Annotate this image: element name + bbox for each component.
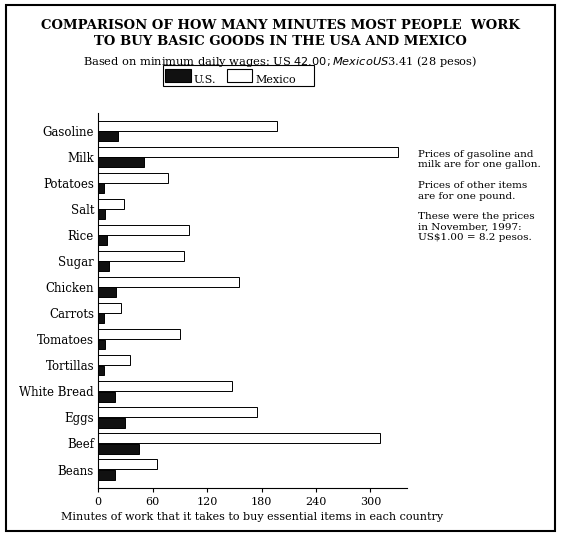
Bar: [98, 470, 114, 480]
Text: Mexico: Mexico: [255, 75, 296, 85]
Bar: [98, 444, 139, 453]
Bar: [98, 381, 232, 391]
Bar: [98, 418, 126, 428]
Bar: [98, 459, 157, 469]
Bar: [98, 366, 104, 375]
Bar: [98, 225, 189, 235]
Text: Based on minimum daily wages: US $42.00;  Mexico US $3.41 (28 pesos): Based on minimum daily wages: US $42.00;…: [84, 54, 477, 69]
Text: Prices of gasoline and
milk are for one gallon.

Prices of other items
are for o: Prices of gasoline and milk are for one …: [418, 150, 541, 242]
Text: U.S.: U.S.: [194, 75, 216, 85]
Bar: [98, 147, 398, 157]
Bar: [98, 235, 107, 245]
Bar: [98, 314, 104, 323]
Bar: [98, 157, 144, 167]
Bar: [98, 199, 123, 209]
Text: COMPARISON OF HOW MANY MINUTES MOST PEOPLE  WORK: COMPARISON OF HOW MANY MINUTES MOST PEOP…: [41, 19, 520, 32]
Text: TO BUY BASIC GOODS IN THE USA AND MEXICO: TO BUY BASIC GOODS IN THE USA AND MEXICO: [94, 35, 467, 48]
Bar: [98, 209, 105, 219]
Bar: [98, 407, 257, 417]
Bar: [98, 131, 118, 141]
X-axis label: Minutes of work that it takes to buy essential items in each country: Minutes of work that it takes to buy ess…: [61, 512, 444, 523]
Bar: [98, 277, 239, 287]
Bar: [98, 173, 168, 183]
Bar: [98, 303, 121, 313]
Bar: [98, 262, 109, 271]
Bar: [98, 392, 114, 401]
Bar: [98, 287, 116, 297]
Bar: [98, 433, 379, 443]
Bar: [98, 251, 185, 261]
Bar: [98, 355, 130, 365]
Bar: [98, 121, 277, 131]
Bar: [98, 339, 105, 349]
Bar: [98, 183, 104, 193]
Bar: [98, 329, 180, 339]
